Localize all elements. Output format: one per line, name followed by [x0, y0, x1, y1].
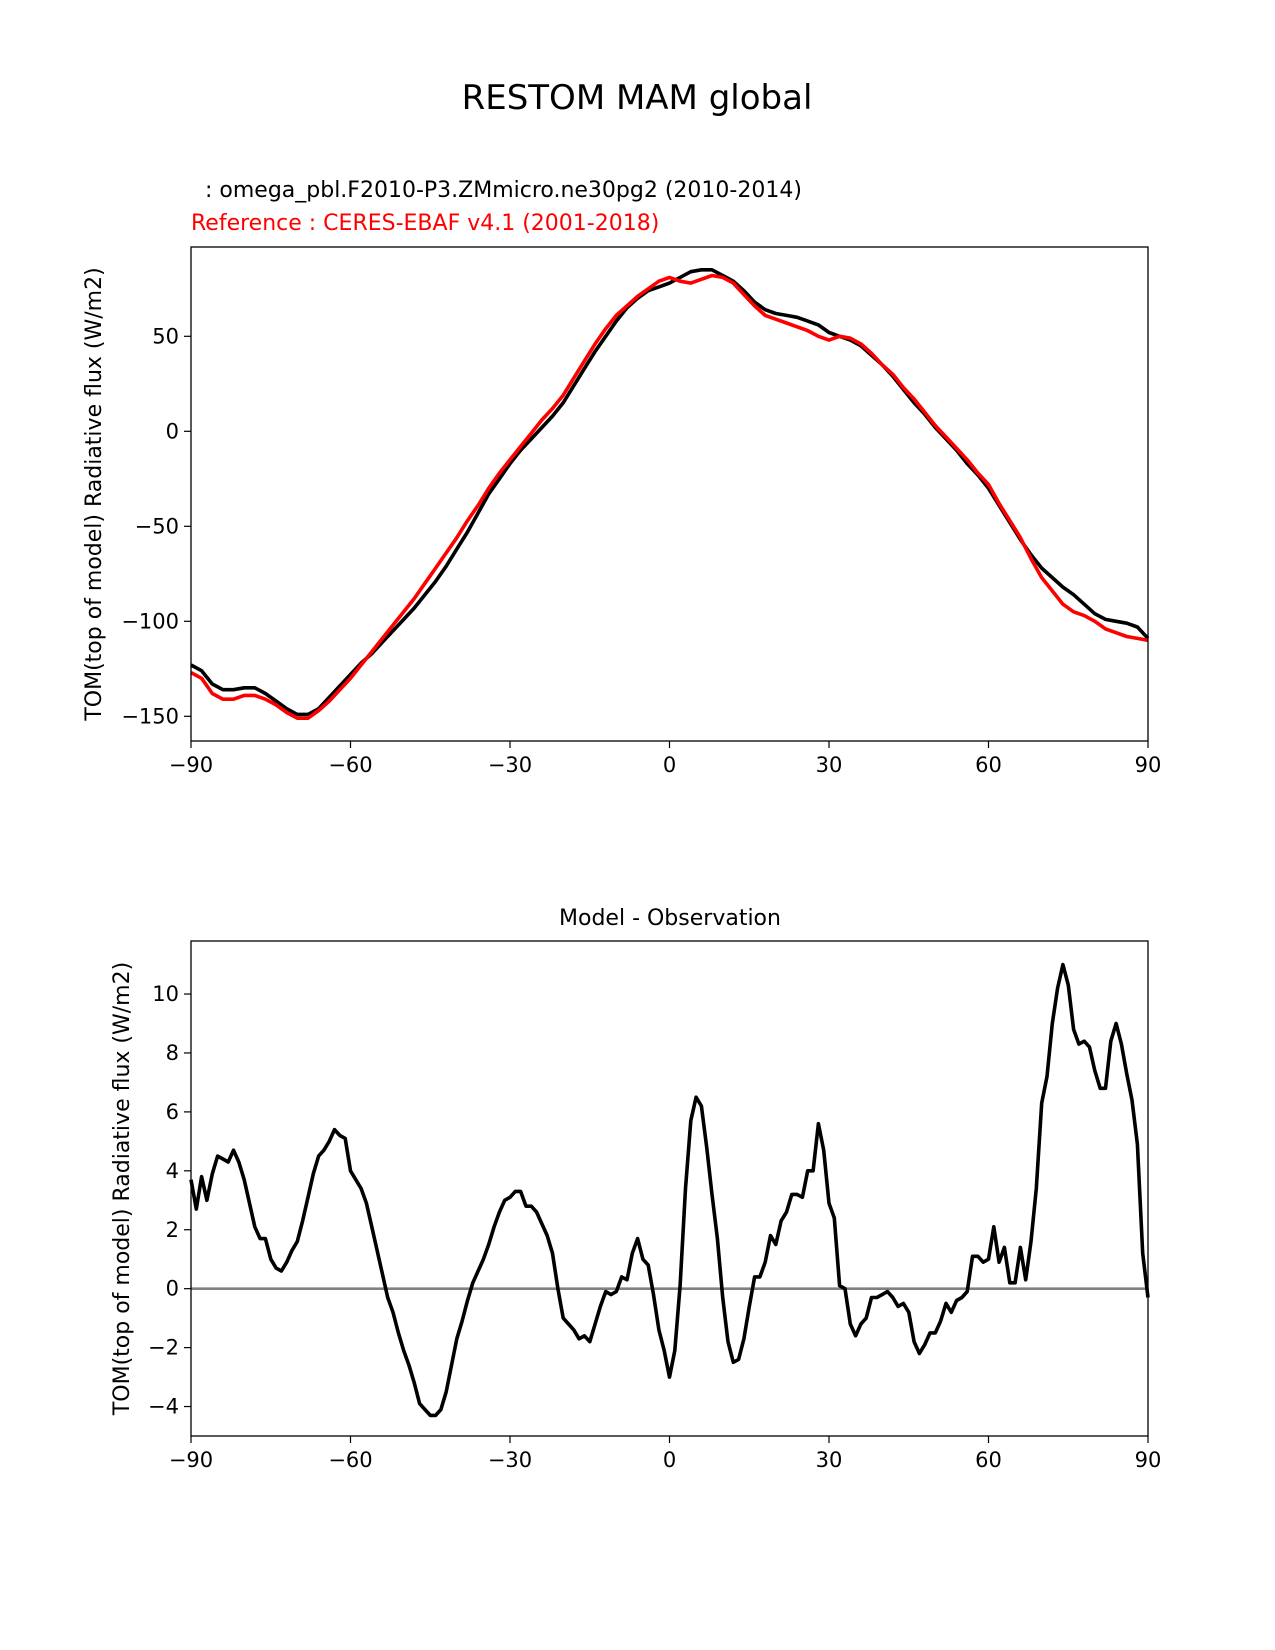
- x-tick-label: 90: [1135, 753, 1162, 777]
- bottom-ticks: −90 −60 −30 0 30 60 90 −4 −2 0 2 4 6 8 10: [148, 982, 1161, 1472]
- y-tick-label: −2: [148, 1336, 179, 1360]
- y-tick-label: 0: [166, 1277, 179, 1301]
- x-tick-label: −30: [488, 753, 532, 777]
- x-tick-label: 60: [975, 1448, 1002, 1472]
- y-tick-label: 2: [166, 1218, 179, 1242]
- y-tick-label: 8: [166, 1041, 179, 1065]
- bottom-axes-frame: [190, 940, 1149, 1437]
- x-tick-label: −90: [169, 753, 213, 777]
- series-line-reference: [190, 273, 1149, 720]
- y-tick-label: −150: [121, 704, 179, 728]
- y-tick-label: 0: [166, 419, 179, 443]
- x-tick-label: 0: [663, 1448, 676, 1472]
- reference-label: Reference : CERES-EBAF v4.1 (2001-2018): [191, 211, 659, 236]
- x-tick-label: 90: [1135, 1448, 1162, 1472]
- test-case-label: : omega_pbl.F2010-P3.ZMmicro.ne30pg2 (20…: [191, 178, 802, 203]
- x-tick-label: 0: [663, 753, 676, 777]
- y-tick-label: −100: [121, 609, 179, 633]
- x-tick-label: −90: [169, 1448, 213, 1472]
- top-ticks: −90 −60 −30 0 30 60 90 −150 −100 −50 0 50: [121, 324, 1161, 777]
- top-lines: [190, 268, 1150, 720]
- y-tick-label: 50: [152, 324, 179, 348]
- x-tick-label: −30: [488, 1448, 532, 1472]
- series-line-model: [189, 962, 1150, 1418]
- y-tick-label: 10: [152, 982, 179, 1006]
- x-tick-label: 30: [816, 1448, 843, 1472]
- x-tick-label: 30: [816, 753, 843, 777]
- y-tick-label: 4: [166, 1159, 179, 1183]
- x-tick-label: 60: [975, 753, 1002, 777]
- x-tick-label: −60: [328, 753, 372, 777]
- top-panel: : omega_pbl.F2010-P3.ZMmicro.ne30pg2 (20…: [82, 178, 1161, 777]
- bottom-lines: [189, 962, 1150, 1418]
- bottom-plot-title: Model - Observation: [559, 906, 781, 931]
- figure-title: RESTOM MAM global: [462, 78, 813, 118]
- y-tick-label: 6: [166, 1100, 179, 1124]
- series-line-model: [190, 268, 1150, 717]
- x-tick-label: −60: [328, 1448, 372, 1472]
- top-y-axis-label: TOM(top of model) Radiative flux (W/m2): [82, 267, 107, 721]
- y-tick-label: −4: [148, 1395, 179, 1419]
- bottom-y-axis-label: TOM(top of model) Radiative flux (W/m2): [110, 962, 135, 1416]
- top-axes-frame: [190, 246, 1149, 742]
- bottom-panel: Model - Observation TOM(top of model) Ra…: [110, 906, 1161, 1472]
- y-tick-label: −50: [135, 514, 179, 538]
